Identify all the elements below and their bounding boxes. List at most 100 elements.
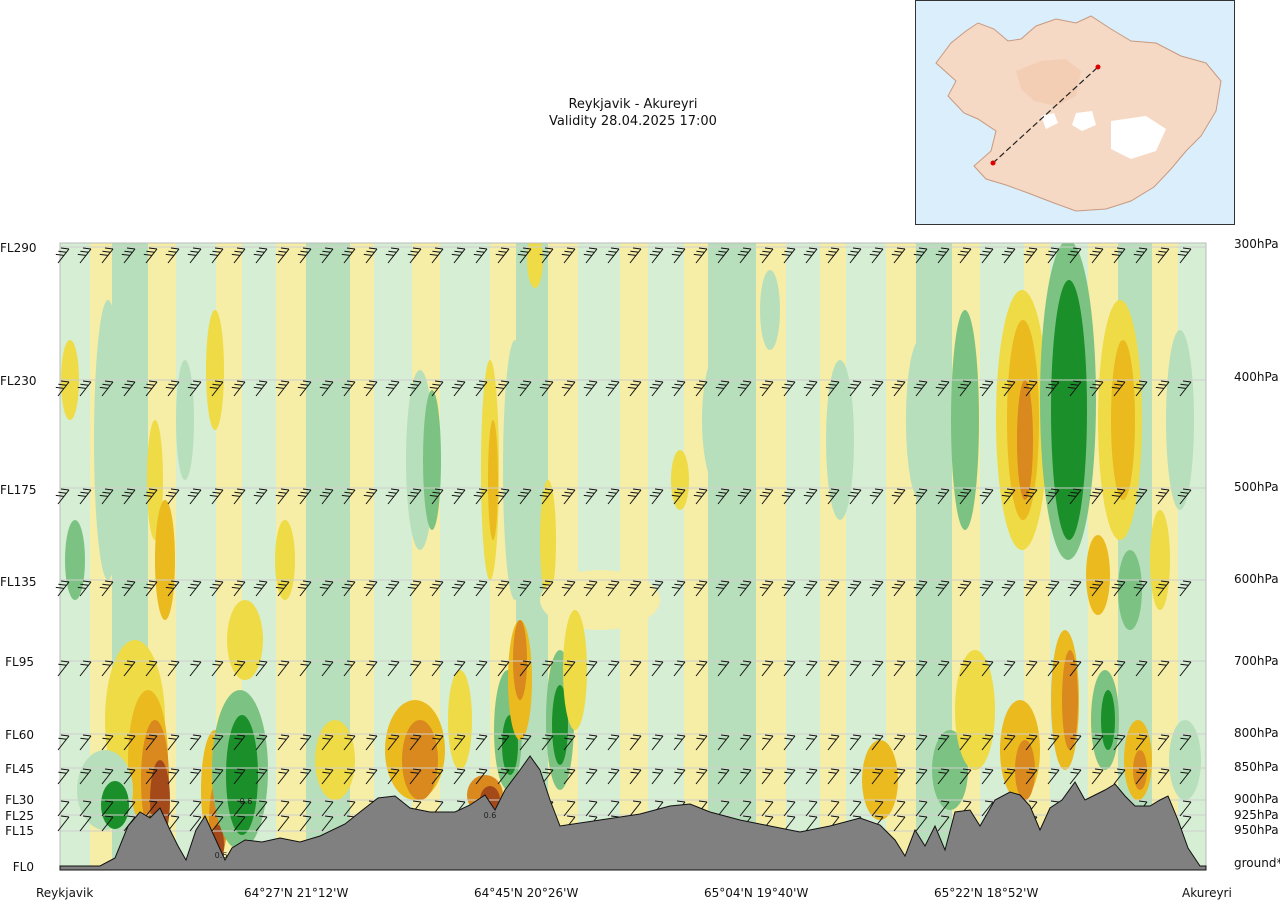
barb-feather: [566, 734, 576, 737]
barb-feather: [654, 768, 664, 771]
barb-staff: [849, 248, 862, 264]
wind-barb: [121, 380, 136, 397]
wind-barb: [671, 488, 686, 505]
barb-staff: [827, 248, 840, 264]
barb-feather: [962, 660, 972, 663]
barb-feather: [478, 247, 488, 250]
barb-staff: [563, 801, 576, 817]
barb-feather: [676, 768, 686, 771]
barb-staff: [629, 489, 642, 505]
barb-feather: [566, 660, 576, 663]
x-label-point-2: 64°45'N 20°26'W: [474, 886, 579, 900]
barb-staff: [255, 581, 268, 597]
hpa-label-300: 300hPa: [1234, 237, 1279, 251]
barb-feather: [1133, 386, 1142, 389]
barb-feather: [957, 494, 966, 497]
barb-feather: [214, 660, 224, 663]
akureyri-marker: [1095, 64, 1101, 70]
wind-barb: [759, 488, 774, 505]
barb-feather: [522, 380, 532, 383]
barb-staff: [1003, 581, 1016, 597]
barb-feather: [454, 737, 463, 740]
barb-feather: [1006, 768, 1016, 771]
wind-barb: [717, 734, 730, 751]
barb-feather: [764, 488, 774, 491]
wind-barb: [1155, 380, 1170, 397]
barb-feather: [1004, 771, 1013, 774]
barb-feather: [300, 250, 309, 253]
barb-feather: [1114, 771, 1123, 774]
barb-feather: [1006, 247, 1016, 250]
wind-barb: [497, 734, 510, 751]
barb-feather: [168, 771, 177, 774]
barb-staff: [893, 381, 906, 397]
barb-feather: [170, 800, 180, 803]
barb-staff: [805, 816, 818, 832]
barb-staff: [717, 381, 730, 397]
glacier-vatnajokull: [1111, 116, 1166, 159]
wind-barb: [101, 815, 114, 832]
barb-feather: [544, 247, 554, 250]
barb-feather: [258, 815, 268, 818]
barb-feather: [828, 491, 837, 494]
wind-barb: [233, 800, 246, 817]
wind-barb: [539, 488, 554, 505]
barb-feather: [894, 491, 903, 494]
barb-feather: [190, 491, 199, 494]
wind-barb: [805, 660, 818, 677]
wind-barbs: [55, 247, 1192, 832]
barb-feather: [938, 583, 947, 586]
turbulence-blob: [1169, 720, 1201, 800]
barb-feather: [649, 253, 658, 256]
barb-feather: [1048, 491, 1057, 494]
barb-staff: [409, 661, 422, 677]
barb-feather: [143, 253, 152, 256]
barb-feather: [454, 771, 463, 774]
barb-feather: [407, 253, 416, 256]
barb-staff: [1091, 489, 1104, 505]
barb-feather: [830, 660, 840, 663]
barb-feather: [280, 380, 290, 383]
barb-staff: [585, 801, 598, 817]
barb-staff: [299, 581, 312, 597]
barb-feather: [940, 815, 950, 818]
barb-feather: [830, 488, 840, 491]
wind-barb: [1091, 734, 1104, 751]
barb-staff: [959, 248, 972, 264]
barb-feather: [671, 253, 680, 256]
wind-barb: [187, 488, 202, 505]
barb-feather: [698, 660, 708, 663]
barb-feather: [1177, 494, 1186, 497]
barb-staff: [211, 248, 224, 264]
barb-staff: [849, 381, 862, 397]
barb-staff: [827, 735, 840, 751]
barb-feather: [1072, 247, 1082, 250]
barb-feather: [1026, 737, 1035, 740]
barb-feather: [960, 737, 969, 740]
barb-feather: [940, 380, 950, 383]
barb-feather: [126, 660, 136, 663]
barb-feather: [1070, 663, 1079, 666]
wind-barb: [473, 380, 488, 397]
barb-feather: [539, 494, 548, 497]
barb-staff: [453, 248, 466, 264]
barb-feather: [476, 583, 485, 586]
wind-barb: [1091, 660, 1104, 677]
wind-barb: [671, 247, 686, 264]
barb-staff: [167, 735, 180, 751]
barb-feather: [346, 247, 356, 250]
barb-staff: [145, 801, 158, 817]
barb-feather: [869, 494, 878, 497]
barb-staff: [717, 661, 730, 677]
barb-feather: [1094, 734, 1104, 737]
barb-feather: [940, 734, 950, 737]
barb-feather: [1092, 250, 1101, 253]
barb-feather: [214, 800, 224, 803]
barb-feather: [1067, 586, 1076, 589]
barb-staff: [673, 581, 686, 597]
turbulence-blob: [1101, 690, 1115, 750]
barb-staff: [519, 735, 532, 751]
barb-feather: [256, 737, 265, 740]
barb-staff: [233, 248, 246, 264]
barb-feather: [60, 800, 70, 803]
